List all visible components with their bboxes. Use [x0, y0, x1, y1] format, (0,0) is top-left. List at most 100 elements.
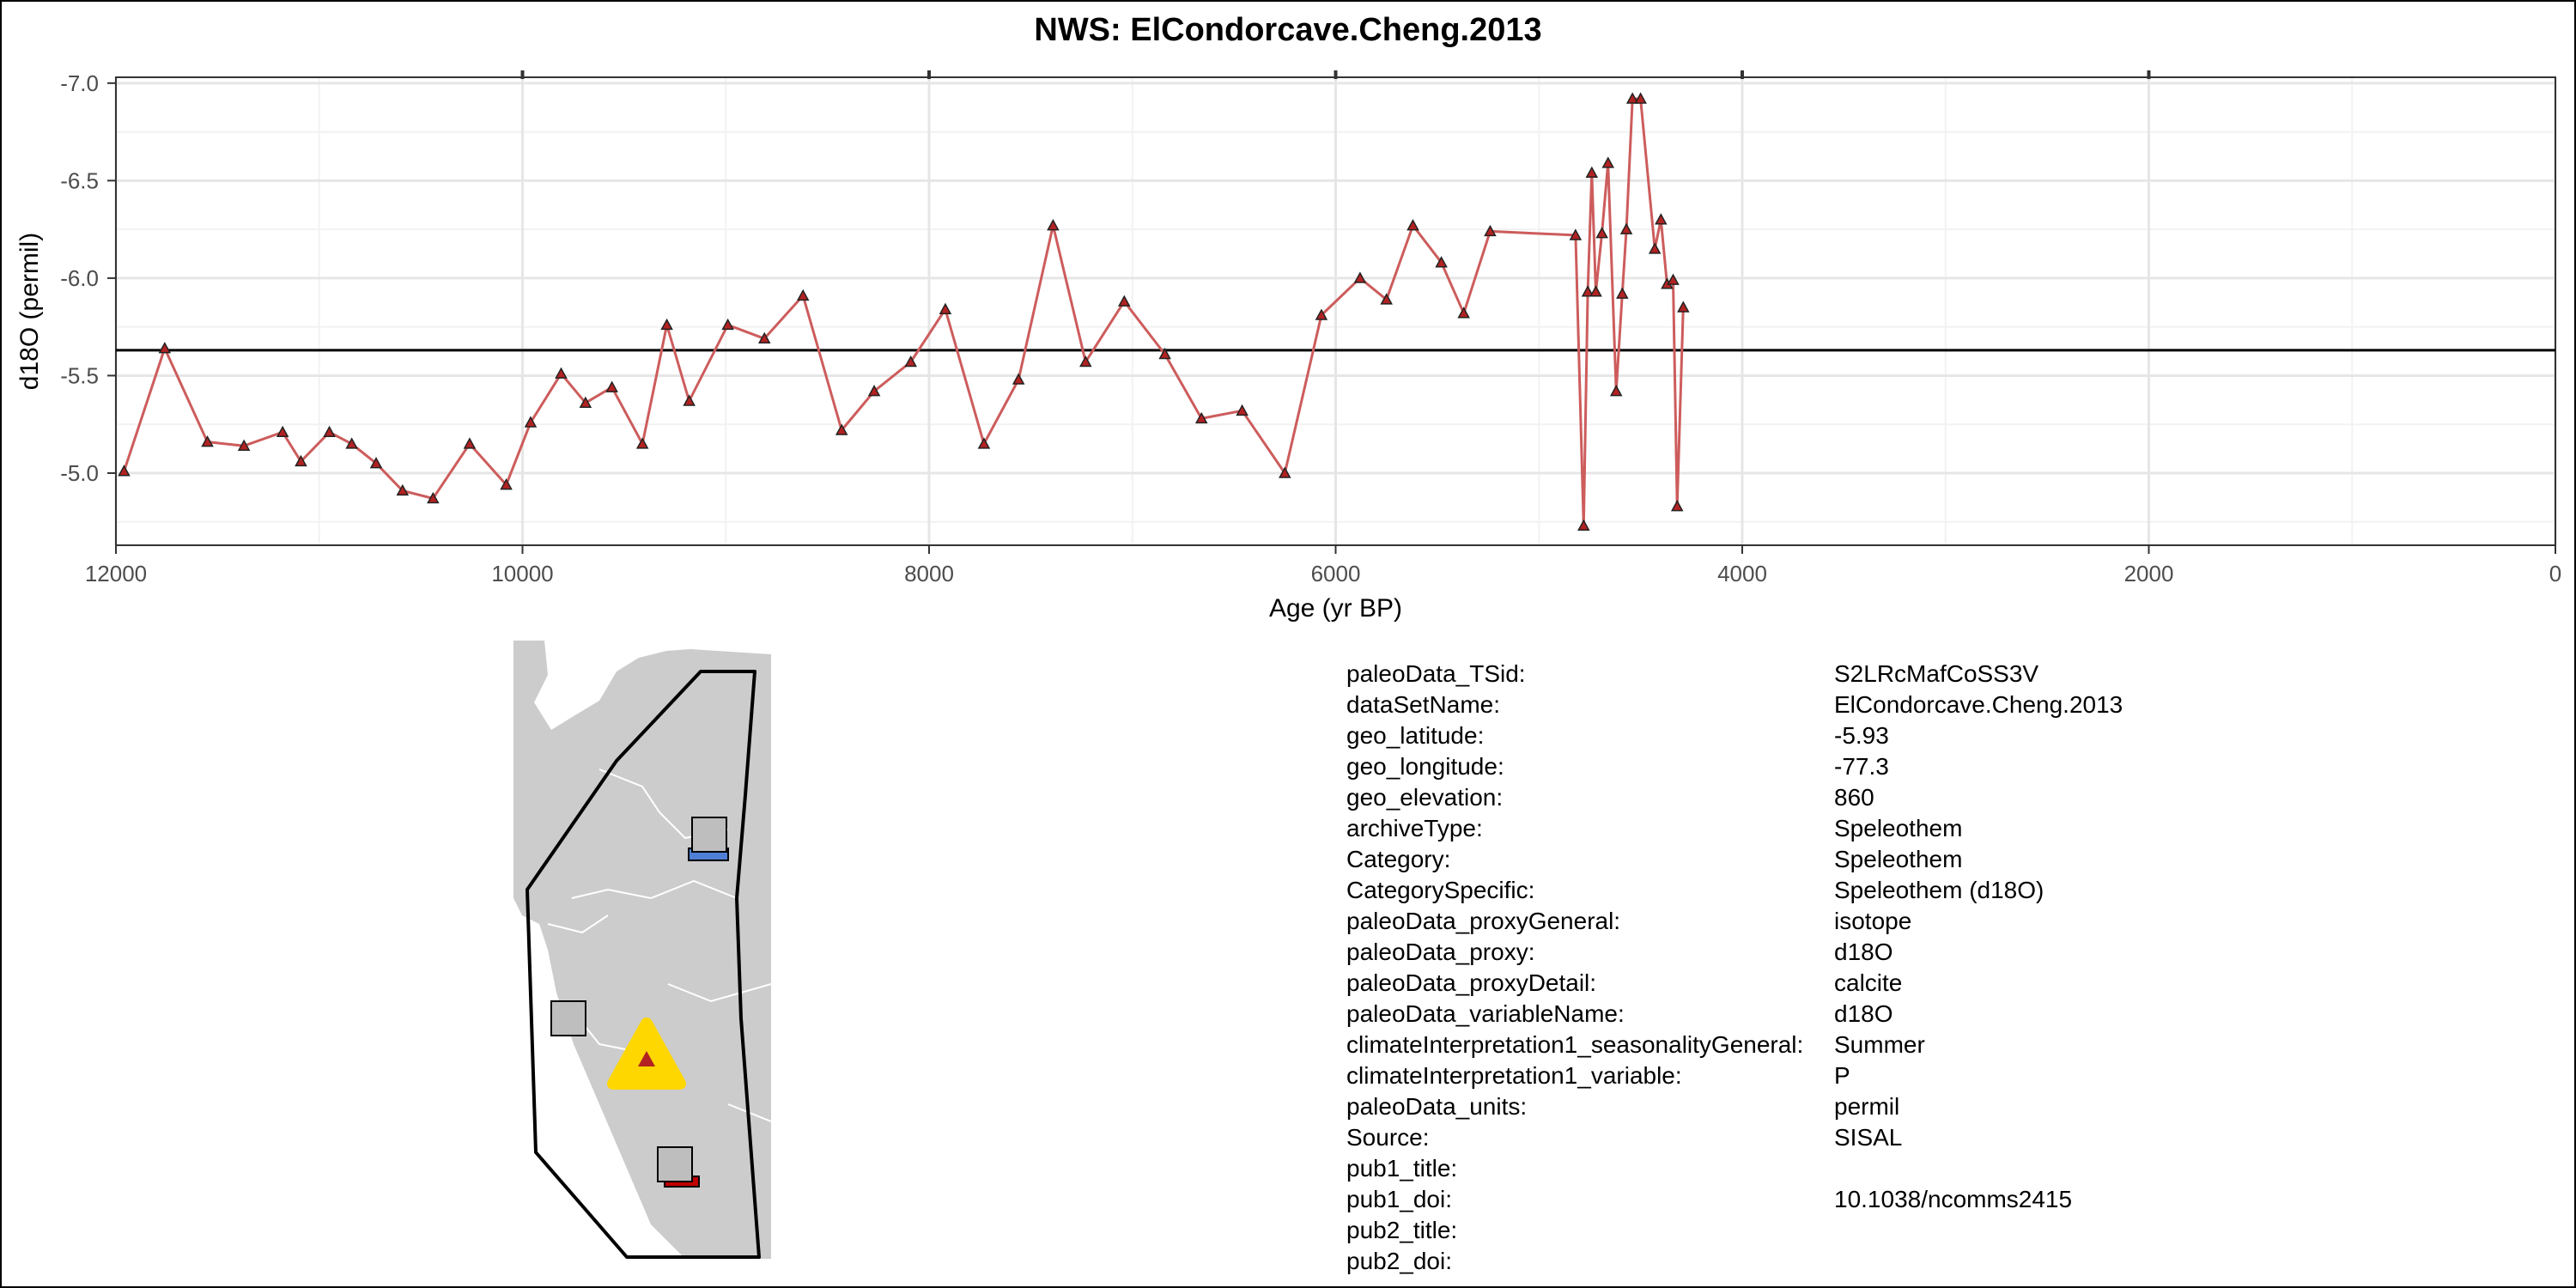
- data-point: [977, 437, 991, 449]
- land-mass: [513, 641, 771, 1259]
- metadata-key: pub2_doi:: [1346, 1248, 1453, 1274]
- data-point: [1655, 213, 1668, 225]
- data-point: [1577, 519, 1590, 532]
- data-point: [1353, 271, 1367, 283]
- data-point: [904, 355, 917, 368]
- data-point: [1569, 228, 1583, 240]
- data-point: [1457, 307, 1470, 319]
- x-tick-label: 10000: [491, 561, 553, 586]
- data-point: [1609, 385, 1623, 397]
- metadata-key: geo_latitude:: [1346, 722, 1485, 749]
- data-point: [237, 439, 251, 451]
- metadata-key: paleoData_proxyDetail:: [1346, 969, 1597, 996]
- data-point: [396, 483, 410, 496]
- data-point: [1634, 92, 1647, 104]
- data-point: [1236, 404, 1249, 416]
- metadata-key: CategorySpecific:: [1346, 877, 1535, 903]
- metadata-key: paleoData_proxyGeneral:: [1346, 908, 1621, 934]
- site-location-inner: [638, 1051, 655, 1066]
- metadata-key: paleoData_proxy:: [1346, 939, 1535, 965]
- metadata-key: Source:: [1346, 1124, 1430, 1151]
- data-point: [1677, 301, 1690, 313]
- data-point: [1625, 92, 1639, 104]
- data-point: [721, 318, 734, 331]
- data-point: [1012, 373, 1025, 385]
- data-point: [427, 491, 440, 504]
- metadata-key: pub1_title:: [1346, 1155, 1458, 1182]
- data-point: [1380, 293, 1393, 305]
- data-point: [201, 435, 214, 447]
- country-border: [547, 914, 609, 934]
- metadata-key: archiveType:: [1346, 815, 1483, 841]
- data-point: [1670, 500, 1684, 512]
- axis-labels: 12000 10000 8000 6000 4000 2000 0 -7.0 -6.5 -6.0 -…: [60, 70, 2561, 586]
- metadata-value: Speleothem: [1834, 815, 1963, 841]
- metadata-key: paleoData_variableName:: [1346, 1000, 1625, 1027]
- data-point: [1435, 256, 1448, 268]
- axis-ticks: [107, 70, 2556, 554]
- series-line: [123, 97, 1685, 527]
- data-point: [1194, 411, 1208, 424]
- metadata-value: Speleothem: [1834, 846, 1963, 872]
- metadata-key: dataSetName:: [1346, 691, 1500, 718]
- chart-title: NWS: ElCondorcave.Cheng.2013: [1034, 12, 1542, 48]
- metadata-value: -77.3: [1834, 753, 1889, 780]
- other-site-marker: [657, 1146, 693, 1182]
- metadata-key: geo_elevation:: [1346, 784, 1504, 811]
- data-point: [1047, 219, 1060, 231]
- y-tick-label: -6.0: [60, 265, 99, 291]
- data-point: [1158, 347, 1171, 360]
- data-point: [683, 394, 696, 406]
- data-point: [1585, 166, 1599, 179]
- region-outline: [526, 670, 761, 1259]
- data-point: [463, 437, 477, 449]
- x-tick-label: 2000: [2124, 561, 2174, 586]
- metadata-key: Category:: [1346, 846, 1451, 872]
- data-point: [579, 396, 592, 408]
- metadata-key: climateInterpretation1_seasonalityGenera…: [1346, 1031, 1804, 1058]
- other-site-marker: [691, 817, 727, 853]
- y-tick-label: -6.5: [60, 167, 99, 193]
- country-border: [571, 879, 738, 900]
- x-axis-label: Age (yr BP): [1269, 594, 1402, 623]
- metadata-value: -5.93: [1834, 722, 1889, 749]
- data-point: [323, 425, 336, 438]
- data-point: [1279, 466, 1291, 478]
- metadata-key: pub2_title:: [1346, 1217, 1458, 1243]
- metadata-value: ElCondorcave.Cheng.2013: [1834, 691, 2123, 718]
- data-point: [757, 331, 771, 344]
- metadata-value: d18O: [1834, 939, 1893, 965]
- metadata-key: paleoData_units:: [1346, 1093, 1528, 1120]
- data-point: [369, 457, 383, 469]
- x-tick-label: 12000: [85, 561, 147, 586]
- data-point: [118, 465, 131, 477]
- grid: [114, 77, 2557, 545]
- metadata-key: pub1_doi:: [1346, 1186, 1453, 1212]
- metadata-value: d18O: [1834, 1000, 1893, 1027]
- metadata-key: paleoData_TSid:: [1346, 660, 1526, 687]
- y-tick-label: -5.0: [60, 460, 99, 486]
- data-point: [835, 423, 848, 435]
- data-point: [1581, 285, 1595, 297]
- metadata-value: SISAL: [1834, 1124, 1903, 1151]
- data-point: [660, 318, 673, 331]
- data-point: [1315, 308, 1328, 320]
- metadata-value: 860: [1834, 784, 1874, 811]
- data-point: [605, 380, 618, 392]
- x-tick-label: 8000: [904, 561, 954, 586]
- metadata-value: isotope: [1834, 908, 1912, 934]
- data-point: [1616, 287, 1629, 299]
- metadata-value: P: [1834, 1062, 1850, 1089]
- other-site-marker: [550, 1000, 586, 1036]
- data-point: [1648, 242, 1662, 254]
- data-point: [1619, 222, 1633, 234]
- data-point: [1589, 285, 1602, 297]
- site-map: [513, 641, 772, 1259]
- data-point: [1118, 295, 1131, 307]
- data-point: [1667, 273, 1680, 285]
- data-point: [635, 437, 649, 449]
- y-tick-label: -5.5: [60, 362, 99, 388]
- x-tick-label: 0: [2549, 561, 2561, 586]
- metadata-value: S2LRcMafCoSS3V: [1834, 660, 2039, 687]
